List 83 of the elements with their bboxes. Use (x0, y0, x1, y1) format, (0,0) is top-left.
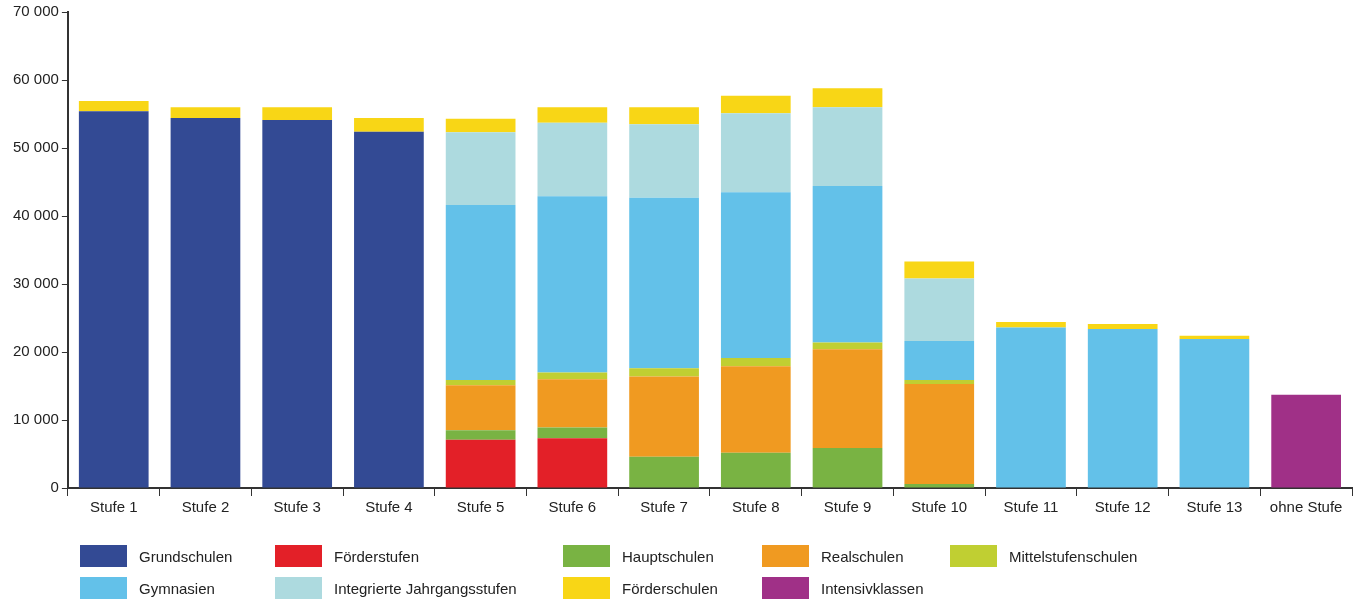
bar (904, 379, 975, 384)
x-tick-label: Stufe 3 (273, 498, 321, 516)
bar (629, 124, 699, 198)
bar (537, 196, 608, 373)
bar (720, 113, 791, 193)
y-tick-label: 20 000 (12, 342, 59, 360)
bar (812, 342, 883, 350)
bar (629, 197, 699, 369)
legend-label: Integrierte Jahrgangsstufen (334, 579, 517, 597)
x-tick-label: Stufe 1 (89, 498, 138, 516)
bar (445, 379, 516, 386)
bar (537, 107, 608, 123)
bar (537, 427, 608, 439)
x-tick-label: Stufe 4 (365, 498, 413, 516)
legend-label: Förderschulen (622, 579, 718, 597)
bar (1179, 339, 1250, 488)
x-tick-label: Stufe 2 (181, 498, 230, 516)
bar (1087, 324, 1158, 329)
x-tick-label: Stufe 6 (548, 498, 597, 516)
bar (1087, 328, 1158, 488)
bar (812, 186, 883, 343)
legend-label: Grundschulen (139, 547, 233, 565)
y-tick-label: 30 000 (12, 274, 59, 292)
bar (996, 322, 1066, 328)
y-tick-label: 50 000 (12, 138, 59, 156)
legend-label: Hauptschulen (622, 547, 714, 565)
legend-label: Mittelstufenschulen (1009, 547, 1138, 565)
bar (904, 483, 975, 488)
bar (537, 122, 608, 197)
bar (812, 107, 883, 187)
x-tick-label: Stufe 5 (456, 498, 505, 516)
bar (904, 278, 975, 342)
bar (1271, 394, 1341, 488)
bar (629, 376, 699, 457)
bar (445, 132, 516, 206)
bar (537, 379, 608, 428)
bar (537, 372, 608, 380)
bar (720, 95, 791, 114)
bar (445, 385, 516, 431)
x-tick-label: Stufe 9 (823, 498, 872, 516)
x-tick-label: Stufe 7 (640, 498, 688, 516)
legend-label: Förderstufen (334, 547, 420, 565)
bar (445, 205, 516, 380)
bar (720, 192, 791, 359)
bar (445, 430, 516, 440)
bar (812, 88, 883, 108)
x-tick-label: Stufe 12 (1094, 498, 1151, 516)
bar (812, 349, 883, 448)
bar (629, 107, 699, 125)
bar (904, 383, 975, 484)
bar (170, 118, 241, 488)
x-tick-label: Stufe 13 (1186, 498, 1243, 516)
bar (354, 131, 424, 488)
bar (445, 439, 516, 488)
legend-label: Intensivklassen (821, 579, 924, 597)
bar (78, 101, 149, 112)
legend-label: Gymnasien (139, 579, 215, 597)
y-tick-label: 40 000 (12, 206, 59, 224)
bar (904, 261, 975, 279)
bar (629, 456, 699, 488)
y-tick-label: 70 000 (12, 2, 59, 20)
bar (262, 120, 333, 488)
bar (904, 341, 975, 380)
legend-label: Realschulen (821, 547, 904, 565)
bar (996, 327, 1066, 488)
bar (720, 366, 791, 453)
bar (354, 118, 424, 132)
bar (78, 111, 149, 488)
y-tick-label: 60 000 (12, 70, 59, 88)
bar (262, 107, 333, 121)
bar (812, 447, 883, 488)
x-tick-label: Stufe 10 (911, 498, 968, 516)
y-tick-label: 0 (50, 478, 59, 496)
x-tick-label: Stufe 8 (732, 498, 780, 516)
bar (445, 118, 516, 133)
bar (537, 438, 608, 488)
x-tick-label: Stufe 11 (1003, 498, 1059, 516)
y-tick-label: 10 000 (12, 410, 59, 428)
bar (720, 452, 791, 488)
bar (170, 107, 241, 119)
bar (720, 358, 791, 367)
x-tick-label: ohne Stufe (1269, 498, 1343, 516)
bar (629, 368, 699, 377)
